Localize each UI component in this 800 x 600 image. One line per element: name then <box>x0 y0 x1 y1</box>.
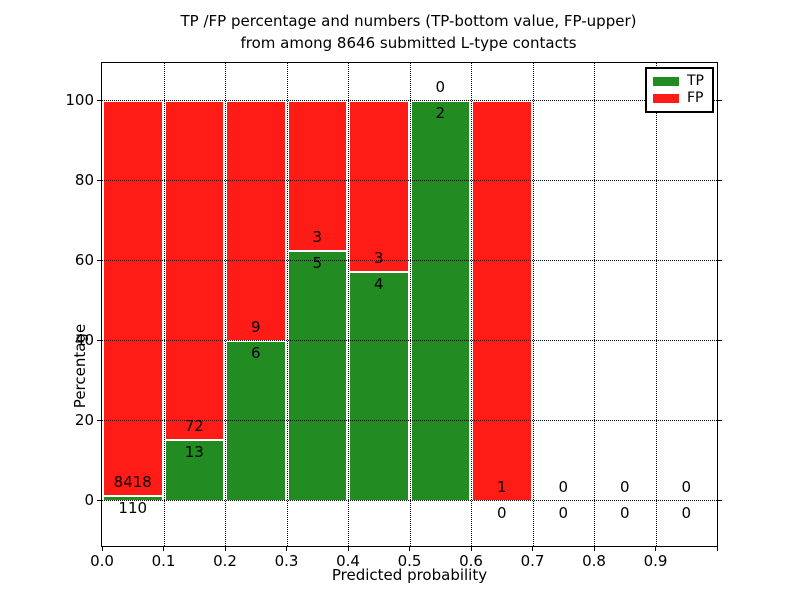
chart-title-line1: TP /FP percentage and numbers (TP-bottom… <box>180 12 637 30</box>
fp-count-label: 0 <box>619 478 630 496</box>
x-tick-label: 0.3 <box>274 552 299 570</box>
x-tick-mark <box>224 546 226 551</box>
y-tick-mark-left <box>97 420 102 421</box>
fp-count-label: 9 <box>250 318 261 336</box>
x-tick-mark <box>470 546 472 551</box>
y-tick-mark-left <box>97 100 102 101</box>
x-tick-label: 0.5 <box>397 552 422 570</box>
x-tick-mark <box>347 546 349 551</box>
bar-tp-segment <box>163 438 225 500</box>
tp-count-label: 0 <box>496 504 507 522</box>
x-tick-label: 0.7 <box>520 552 545 570</box>
y-tick-mark-right <box>717 260 722 261</box>
x-tick-label: 0.0 <box>90 552 114 570</box>
fp-count-label: 8418 <box>113 472 152 491</box>
legend-label-tp: TP <box>687 72 704 89</box>
x-tick-mark <box>163 546 164 551</box>
tp-color-swatch <box>653 76 679 86</box>
annotation-layer: 8418 110 72 13 9 6 3 5 3 4 0 2 1 0 0 0 0 0 0 0 <box>102 63 717 546</box>
y-tick-mark-right <box>717 100 722 101</box>
y-tick-mark-left <box>97 180 102 181</box>
x-axis-label: Predicted probability <box>331 566 488 584</box>
legend: TP FP <box>645 67 714 113</box>
fp-count-label: 0 <box>681 478 692 496</box>
tick-layer: 0.0 0.1 0.2 0.3 0.4 0.5 0.6 0.7 0.8 0.9 0 20 40 60 80 1… <box>65 63 722 570</box>
tp-count-label: 0 <box>558 504 569 522</box>
y-tick-mark-right <box>717 500 722 501</box>
y-tick-mark-right <box>717 180 722 181</box>
y-tick-label: 80 <box>74 171 94 189</box>
legend-item-fp: FP <box>653 91 706 106</box>
x-tick-label: 0.4 <box>336 552 360 570</box>
bar-tp-segment <box>102 494 164 500</box>
chart-title: TP /FP percentage and numbers (TP-bottom… <box>101 10 716 54</box>
fp-count-label: 3 <box>373 249 384 268</box>
tp-count-label: 6 <box>250 344 261 362</box>
x-tick-mark <box>716 546 718 551</box>
fp-count-label: 0 <box>435 78 446 96</box>
y-tick-label: 100 <box>65 91 94 109</box>
fp-color-swatch <box>653 94 679 104</box>
x-tick-label: 0.2 <box>213 552 237 570</box>
legend-label-fp: FP <box>687 90 704 107</box>
y-tick-mark-right <box>717 340 722 341</box>
y-tick-label: 20 <box>74 411 94 429</box>
tp-count-label: 0 <box>681 504 692 522</box>
fp-count-label: 3 <box>312 228 323 246</box>
bar-tp-segment <box>286 250 348 500</box>
y-tick-label: 60 <box>74 251 94 269</box>
tp-count-label: 110 <box>118 498 148 517</box>
x-tick-mark <box>101 546 103 551</box>
y-tick-mark-right <box>717 420 722 421</box>
x-tick-mark <box>532 546 533 551</box>
x-tick-label: 0.1 <box>151 552 176 570</box>
y-tick-mark-left <box>97 500 102 501</box>
tp-count-label: 0 <box>619 504 630 522</box>
y-tick-label: 40 <box>74 331 94 349</box>
tp-count-label: 5 <box>312 254 323 272</box>
x-tick-label: 0.8 <box>582 552 606 570</box>
bar-fp-segment <box>102 100 164 495</box>
bar-fp-segment <box>286 100 348 250</box>
x-tick-mark <box>286 546 287 551</box>
legend-item-tp: TP <box>653 72 706 89</box>
x-tick-label: 0.9 <box>643 552 668 570</box>
plot-area: 8418 110 72 13 9 6 3 5 3 4 0 2 1 0 0 0 0 0 0 0 0.0 0.1 0.2 0.3… <box>65 62 722 584</box>
tp-count-label: 2 <box>435 104 446 122</box>
y-tick-mark-left <box>97 260 102 261</box>
y-tick-label: 0 <box>84 491 94 509</box>
chart-title-line2: from among 8646 submitted L-type contact… <box>240 34 577 52</box>
y-tick-mark-left <box>97 340 102 341</box>
x-tick-mark <box>593 546 595 551</box>
x-tick-label: 0.6 <box>459 552 483 570</box>
x-tick-mark <box>655 546 656 551</box>
x-tick-mark <box>409 546 410 551</box>
fp-count-label: 1 <box>496 478 507 496</box>
fp-count-label: 72 <box>184 416 204 435</box>
fp-count-label: 0 <box>558 478 569 496</box>
tp-count-label: 4 <box>373 275 384 294</box>
tp-count-label: 13 <box>184 442 204 461</box>
